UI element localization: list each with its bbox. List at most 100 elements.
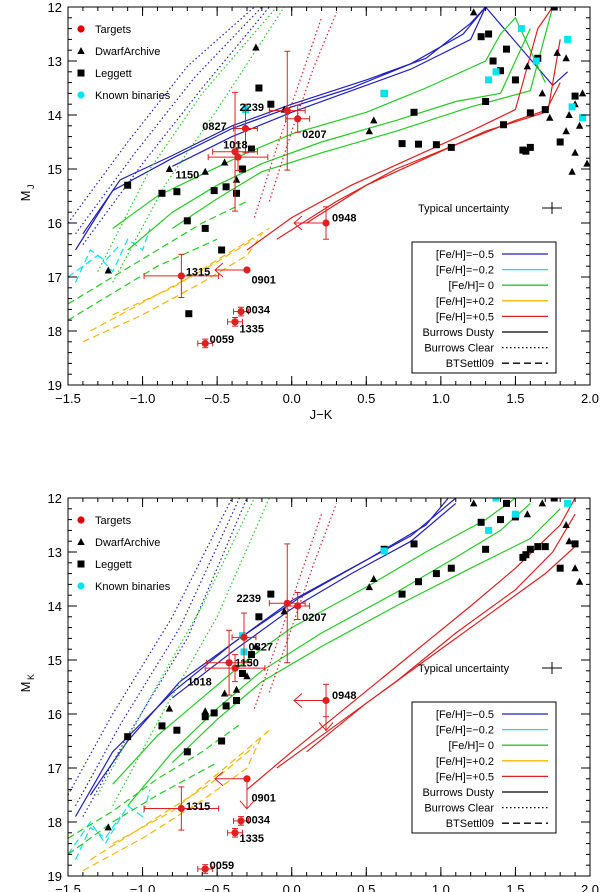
- model-track-10: [172, 7, 554, 229]
- y-axis-label-sub: K: [26, 674, 36, 680]
- model-legend-label: Burrows Clear: [424, 803, 494, 815]
- leggett-point-15: [410, 540, 418, 548]
- target-limit-head-0901: [214, 262, 224, 278]
- model-track-11: [97, 7, 278, 272]
- x-tick-label: −1.5: [55, 882, 81, 892]
- model-track-8: [112, 16, 546, 229]
- binary-point-2: [485, 76, 493, 84]
- leggett-point-3: [183, 748, 191, 756]
- legend-symbol-label: Targets: [95, 24, 132, 36]
- leggett-point-17: [432, 570, 440, 578]
- dwarfarchive-point-19: [571, 148, 579, 156]
- model-track-22: [268, 12, 338, 202]
- leggett-point-25: [499, 121, 507, 129]
- model-track-12: [112, 7, 285, 283]
- dwarfarchive-point-8: [365, 583, 373, 591]
- leggett-point-1: [158, 189, 166, 197]
- x-tick-label: 2.0: [581, 882, 599, 892]
- binary-point-5: [532, 57, 540, 65]
- y-axis-label: M: [18, 191, 33, 202]
- leggett-point-29: [550, 498, 558, 502]
- leggett-point-8: [222, 183, 230, 191]
- x-tick-label: −0.5: [204, 391, 230, 406]
- target-label-0948: 0948: [332, 690, 356, 702]
- legend-symbol-label: DwarfArchive: [95, 537, 160, 549]
- target-point-1315: [177, 804, 185, 813]
- x-tick-label: 0.0: [283, 882, 301, 892]
- target-label-0059: 0059: [210, 334, 234, 346]
- binary-point-4: [492, 498, 500, 502]
- legend-symbol-square: [77, 69, 85, 77]
- leggett-point-14: [398, 590, 406, 598]
- y-axis-label-sub: J: [26, 185, 36, 190]
- dwarfarchive-point-6: [252, 642, 260, 650]
- x-tick-label: 0.5: [357, 882, 375, 892]
- model-legend-label: [Fe/H]=−0.5: [436, 709, 494, 721]
- binary-point-4: [517, 25, 525, 33]
- dwarfarchive-point-7: [280, 607, 288, 615]
- leggett-point-16: [414, 578, 422, 586]
- dwarfarchive-point-21: [578, 89, 587, 97]
- leggett-point-9: [238, 670, 246, 677]
- x-tick-label: 1.0: [432, 882, 450, 892]
- dwarfarchive-point-16: [565, 111, 573, 118]
- leggett-point-21: [497, 516, 505, 524]
- model-track-14: [68, 238, 218, 321]
- leggett-point-7: [218, 246, 226, 254]
- dwarfarchive-point-1: [165, 704, 174, 712]
- target-label-0207: 0207: [302, 129, 326, 141]
- leggett-point-9: [233, 189, 241, 197]
- x-tick-label: −0.5: [204, 882, 230, 892]
- dwarfarchive-point-12: [538, 499, 546, 507]
- leggett-point-11: [255, 613, 263, 621]
- target-label-0827: 0827: [248, 642, 272, 654]
- leggett-point-0: [124, 181, 132, 189]
- model-legend-label: Burrows Dusty: [422, 327, 494, 339]
- leggett-point-20: [482, 545, 490, 553]
- leggett-point-20: [477, 33, 485, 41]
- target-label-0948: 0948: [332, 213, 356, 225]
- y-tick-label: 14: [48, 599, 62, 614]
- legend-symbol-triangle: [77, 47, 85, 54]
- model-legend-label: [Fe/H]=−0.2: [436, 265, 494, 277]
- dwarfarchive-point-2: [201, 167, 209, 175]
- model-track-7: [74, 244, 121, 283]
- model-track-9: [127, 28, 531, 251]
- y-axis-label: M: [18, 682, 33, 693]
- model-track-0: [74, 7, 569, 251]
- y-tick-label: 15: [48, 653, 62, 668]
- dwarfarchive-point-2: [201, 707, 209, 715]
- model-track-14: [68, 762, 218, 855]
- leggett-point-4: [185, 310, 193, 318]
- target-limit-head-0948: [293, 693, 303, 708]
- target-point-0034: [237, 307, 245, 316]
- model-legend-box: [411, 241, 557, 374]
- leggett-point-28: [541, 543, 549, 551]
- leggett-point-26: [502, 45, 510, 53]
- model-track-16: [90, 745, 255, 861]
- binary-point-3: [485, 526, 493, 534]
- model-track-0: [74, 498, 457, 817]
- target-limit-head-0901: [214, 771, 224, 787]
- legend-symbol-circle: [77, 516, 85, 524]
- target-point-0901: [243, 266, 251, 274]
- dwarfarchive-point-9: [469, 8, 478, 16]
- binary-point-6: [564, 35, 572, 43]
- model-legend-label: [Fe/H]=+0.5: [436, 771, 494, 783]
- target-label-0034: 0034: [245, 304, 270, 316]
- target-label-2239: 2239: [240, 102, 264, 114]
- target-label-0827: 0827: [202, 121, 226, 133]
- leggett-point-7: [222, 702, 230, 710]
- leggett-point-22: [502, 499, 510, 507]
- dwarfarchive-point-20: [575, 121, 584, 129]
- leggett-point-13: [267, 100, 275, 108]
- dwarfarchive-point-15: [571, 564, 579, 572]
- mj-panel: 2239020708271018115009481315090100341335…: [18, 0, 599, 422]
- model-track-1: [89, 498, 449, 796]
- leggett-point-22: [485, 30, 493, 38]
- leggett-point-31: [526, 109, 534, 117]
- model-track-19: [276, 513, 576, 769]
- legend-symbol-circle: [77, 25, 85, 33]
- legend-symbol-square: [77, 560, 85, 568]
- dwarfarchive-point-14: [562, 54, 570, 62]
